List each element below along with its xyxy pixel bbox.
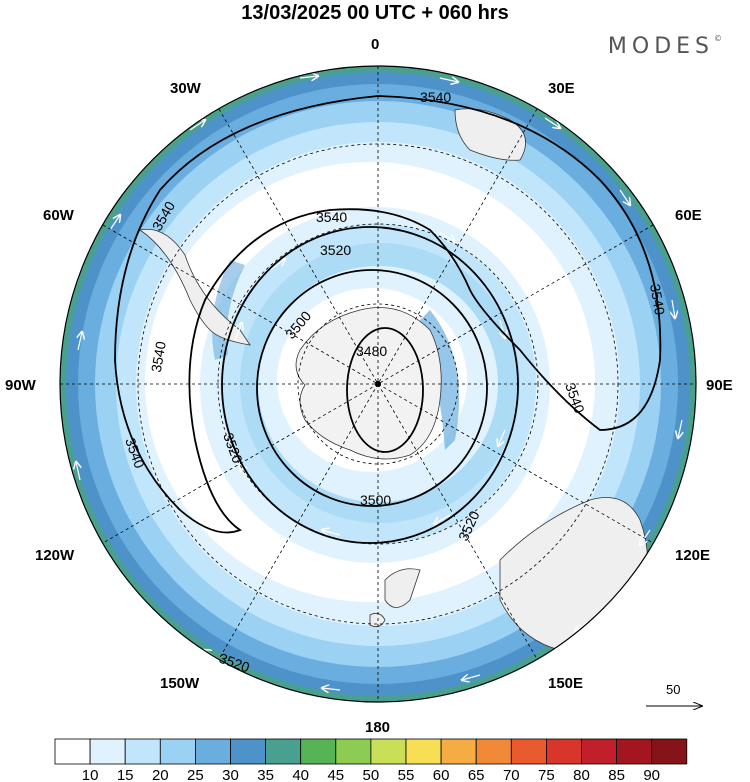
- colorbar-box: [265, 738, 302, 765]
- colorbar-box: [651, 738, 688, 765]
- colorbar-label: 50: [363, 767, 380, 782]
- colorbar-label: 10: [82, 767, 99, 782]
- colorbar-box: [335, 738, 372, 765]
- lon-label-150e: 150E: [548, 675, 583, 692]
- colorbar-label: 25: [187, 767, 204, 782]
- colorbar-label: 65: [468, 767, 485, 782]
- lon-label-150w: 150W: [160, 675, 200, 692]
- colorbar-box: [616, 738, 653, 765]
- colorbar-box: [546, 738, 582, 765]
- reference-vector: 50: [640, 682, 710, 722]
- lon-label-30w: 30W: [170, 80, 202, 97]
- brand-name: MODES: [607, 34, 714, 59]
- lon-label-120w: 120W: [35, 547, 75, 564]
- colorbar-label: 80: [573, 767, 590, 782]
- colorbar-box: [440, 738, 477, 765]
- lon-label-60e: 60E: [675, 207, 702, 224]
- contour-label: 3480: [356, 343, 387, 359]
- colorbar-box: [475, 738, 512, 765]
- colorbar-label: 45: [327, 767, 344, 782]
- colorbar-label: 40: [292, 767, 309, 782]
- colorbar-label: 60: [433, 767, 450, 782]
- colorbar-label: 55: [398, 767, 415, 782]
- lon-label-90w: 90W: [5, 377, 37, 394]
- colorbar-label: 75: [538, 767, 555, 782]
- contour-label: 3540: [148, 340, 169, 374]
- pole-marker: [375, 381, 381, 387]
- brand-copyright-mark: ©: [714, 34, 722, 43]
- colorbar-box: [230, 738, 266, 765]
- lon-label-90e: 90E: [706, 377, 733, 394]
- colorbar-box: [370, 738, 407, 765]
- map-boundary: [59, 65, 697, 703]
- colorbar-box: [300, 738, 337, 765]
- contour-label: 3520: [320, 242, 351, 258]
- lon-label-60w: 60W: [43, 207, 75, 224]
- reference-vector-label: 50: [666, 682, 681, 697]
- wind-vectors: [76, 76, 682, 690]
- contour-label: 3540: [420, 89, 451, 105]
- contour-label: 3540: [647, 283, 668, 317]
- colorbar-label: 35: [257, 767, 274, 782]
- colorbar-label: 90: [643, 767, 660, 782]
- colorbar-label: 15: [117, 767, 134, 782]
- colorbar-boxes: [54, 738, 688, 765]
- longitude-labels: 0 30E 60E 90E 120E 150E 180 150W 120W 90…: [5, 36, 733, 736]
- colorbar-box: [89, 738, 126, 765]
- colorbar-box: [581, 738, 617, 765]
- polar-map: 3540 3540 3540 3540 3540 3540 3540 3520 …: [5, 36, 733, 736]
- colorbar-label: 70: [503, 767, 520, 782]
- colorbar-label: 20: [152, 767, 169, 782]
- colorbar-label: 85: [608, 767, 625, 782]
- lon-label-0: 0: [371, 36, 379, 53]
- colorbar-box: [124, 738, 161, 765]
- colorbar-box: [510, 738, 547, 765]
- contour-label: 3500: [360, 492, 391, 508]
- map-title: 13/03/2025 00 UTC + 060 hrs: [241, 2, 509, 24]
- colorbar-box: [194, 738, 231, 765]
- lon-label-30e: 30E: [548, 80, 575, 97]
- contour-label: 3540: [316, 209, 347, 225]
- reference-arrow-icon: [646, 682, 710, 722]
- lon-label-120e: 120E: [675, 547, 710, 564]
- brand-logo: MODES©: [608, 34, 722, 59]
- lon-label-180: 180: [365, 719, 390, 736]
- colorbar-box: [54, 738, 91, 765]
- colorbar-box: [405, 738, 442, 765]
- colorbar-labels: 10 15 20 25 30 35 40 45 50 55 60 65 70 75 80 85 90: [82, 767, 660, 782]
- colorbar-label: 30: [222, 767, 239, 782]
- colorbar-box: [159, 738, 196, 765]
